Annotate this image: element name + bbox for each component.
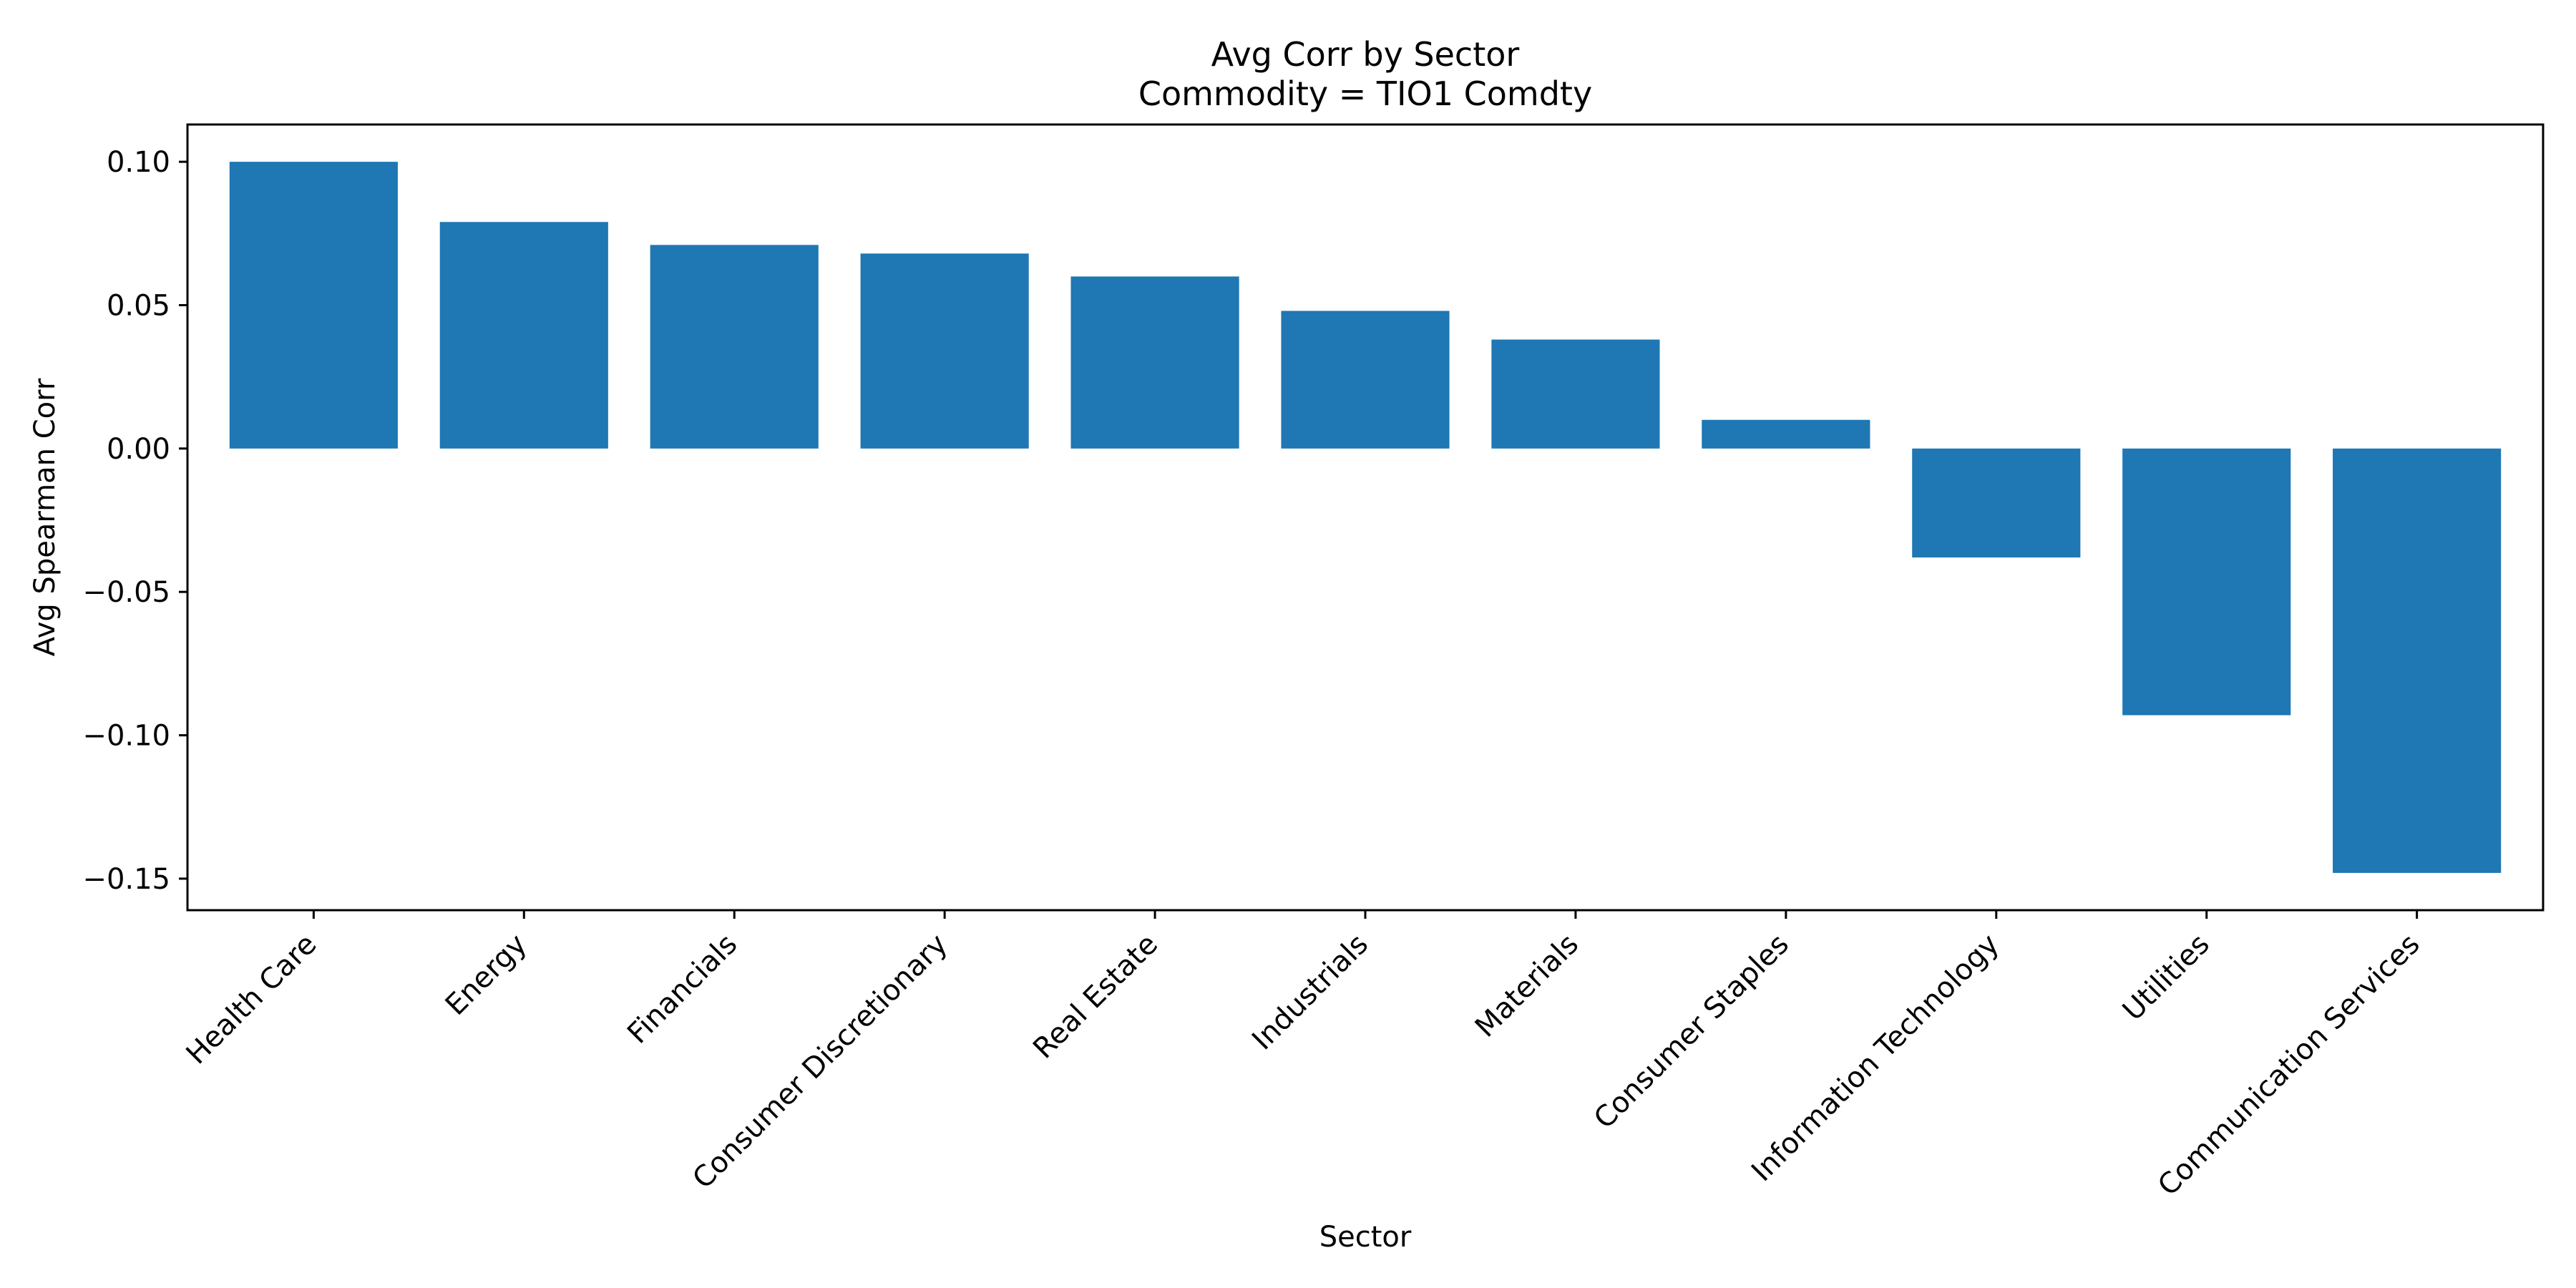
x-axis-label: Sector xyxy=(1319,1221,1412,1254)
chart-subtitle: Commodity = TIO1 Comdty xyxy=(1138,74,1592,113)
bar xyxy=(1281,311,1450,449)
y-tick-label: −0.10 xyxy=(82,720,170,753)
bar xyxy=(439,222,608,449)
bar xyxy=(860,253,1029,449)
bar xyxy=(1702,419,1870,449)
y-tick-label: −0.15 xyxy=(82,863,170,896)
bar xyxy=(2122,448,2291,716)
y-tick-label: 0.05 xyxy=(107,289,170,322)
y-tick-label: 0.10 xyxy=(107,146,170,179)
y-axis: 0.10 0.05 0.00 −0.05 −0.10 −0.15 xyxy=(82,146,187,896)
y-axis-label: Avg Spearman Corr xyxy=(29,378,62,656)
y-tick-label: −0.05 xyxy=(82,576,170,609)
bar xyxy=(1070,276,1239,449)
y-tick-label: 0.00 xyxy=(107,433,170,466)
bars-group xyxy=(229,162,2502,873)
chart-title: Avg Corr by Sector xyxy=(1211,35,1520,74)
bar xyxy=(1491,339,1660,449)
bar xyxy=(2333,448,2502,873)
bar xyxy=(650,245,819,449)
bar xyxy=(1912,448,2081,558)
bar xyxy=(229,162,398,449)
